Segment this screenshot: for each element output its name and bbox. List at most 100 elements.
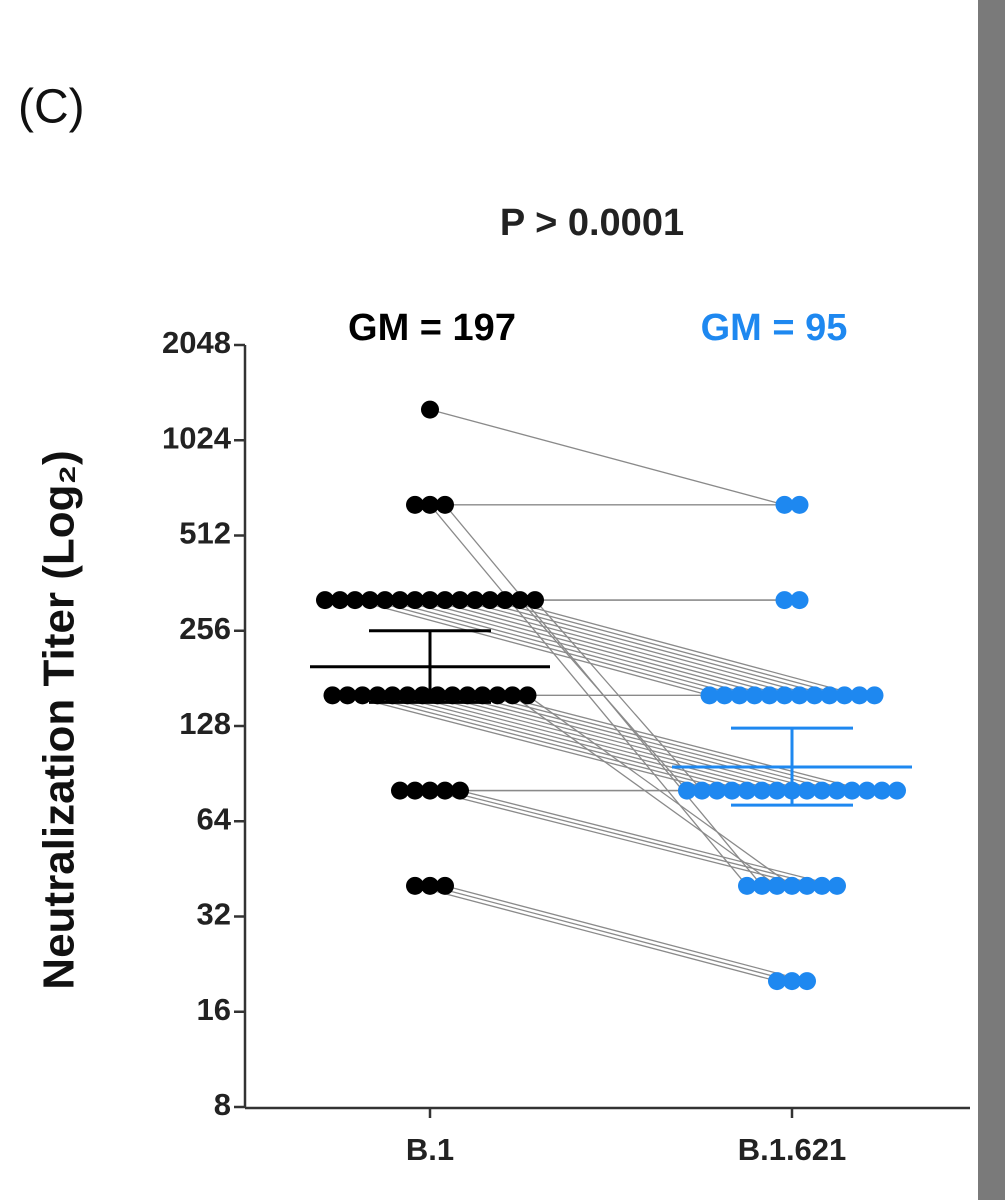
data-point [828,876,846,895]
data-point [338,686,357,705]
gm-label: GM = 95 [701,307,848,349]
data-point [790,495,809,514]
data-point [421,400,439,419]
data-point [466,591,484,610]
data-point [436,781,454,800]
data-point [700,686,719,705]
data-point [693,781,711,800]
pair-line [407,694,778,792]
data-point [443,686,462,705]
data-point [353,686,372,705]
side-bar [978,0,1005,1200]
y-tick-label: 2048 [162,325,231,360]
data-point [768,972,786,991]
data-point [421,495,439,514]
pair-line [444,885,808,982]
data-point [391,591,409,610]
data-point [346,591,364,610]
data-point [368,686,387,705]
y-tick-label: 1024 [162,420,232,455]
data-point [783,876,801,895]
data-point [316,591,334,610]
data-point [753,781,771,800]
pair-line [392,694,763,792]
data-point [421,781,439,800]
chart-title: P > 0.0001 [500,202,684,244]
data-point [723,781,741,800]
data-point [775,591,794,610]
pair-line [459,599,815,696]
pair-line [429,408,785,506]
pair-line [414,885,778,982]
data-point [760,686,779,705]
x-tick-label: B.1.621 [738,1132,847,1167]
data-point [843,781,861,800]
data-point [451,591,469,610]
y-tick-label: 256 [179,611,231,646]
pair-line [467,694,838,792]
data-point [428,686,447,705]
gm-label: GM = 197 [348,307,516,349]
data-point [421,876,439,895]
pair-line [369,599,725,696]
data-point [753,876,771,895]
pair-line [429,885,793,982]
data-point [376,591,394,610]
pair-line [444,789,823,887]
pair-line [354,599,710,696]
pair-line [444,599,800,696]
data-point [511,591,529,610]
data-point [406,495,424,514]
data-point [503,686,522,705]
data-point [805,686,824,705]
data-point [383,686,402,705]
data-point [331,591,349,610]
data-point [413,686,432,705]
data-point [783,972,801,991]
data-point [835,686,854,705]
y-tick-label: 16 [197,992,231,1027]
pair-line [362,694,733,792]
y-tick-label: 32 [197,897,231,932]
pair-line [429,599,785,696]
data-point [798,781,816,800]
y-tick-label: 128 [179,706,231,741]
data-point [873,781,891,800]
data-point [518,686,537,705]
pair-line [429,789,808,887]
data-point [813,876,831,895]
pair-line [497,694,868,792]
data-point [798,876,816,895]
data-point [436,876,454,895]
data-point [361,591,379,610]
data-point [406,591,424,610]
pair-line [414,599,770,696]
data-point [398,686,417,705]
data-point [481,591,499,610]
data-point [458,686,477,705]
data-point [436,495,454,514]
data-point [850,686,869,705]
data-point [865,686,884,705]
data-point [473,686,492,705]
data-point [888,781,906,800]
y-tick-label: 512 [179,516,231,551]
data-point [421,591,439,610]
data-point [406,876,424,895]
data-point [858,781,876,800]
pair-line [377,694,748,792]
data-point [488,686,507,705]
pair-line [452,694,823,792]
x-tick-label: B.1 [406,1132,454,1167]
data-point [451,781,469,800]
data-point [775,686,794,705]
y-tick-label: 8 [214,1087,231,1122]
data-point [730,686,749,705]
data-point [738,876,756,895]
data-point [526,591,544,610]
pair-line [504,599,860,696]
data-point [406,781,424,800]
panel-label: (C) [18,81,85,134]
data-point [678,781,696,800]
